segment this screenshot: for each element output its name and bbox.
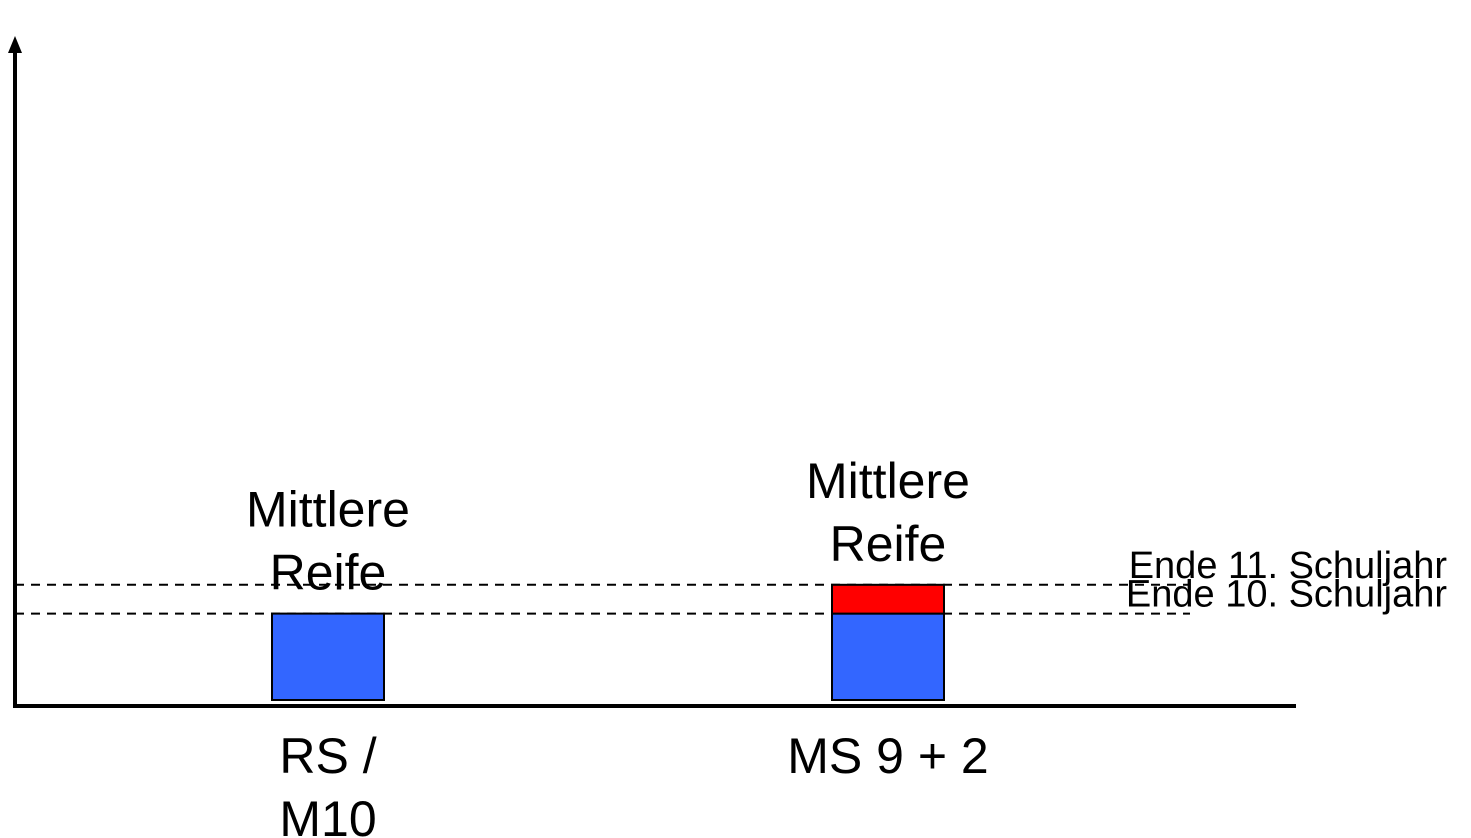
bars	[271, 583, 945, 701]
reference-label-10: Ende 10. Schuljahr	[1126, 574, 1447, 616]
bar-2-segment-2	[831, 583, 945, 615]
category-label-2-line-1: MS 9 + 2	[787, 728, 989, 784]
bar-1-segment-1	[271, 612, 385, 701]
bar-1-label-line-1: Mittlere	[246, 482, 410, 538]
axes	[8, 36, 1296, 708]
category-label-1-line-2: M10	[279, 791, 376, 838]
bar-1-label-line-2: Reife	[270, 545, 387, 601]
category-label-1-line-1: RS /	[279, 728, 376, 784]
reference-lines	[15, 583, 1190, 615]
reference-label-11: Ende 11. Schuljahr	[1129, 545, 1448, 587]
bar-2-label-line-2: Reife	[830, 516, 947, 572]
bar-2-segment-1	[831, 612, 945, 701]
bar-2-label-line-1: Mittlere	[806, 453, 970, 509]
y-axis-arrow-icon	[8, 36, 22, 53]
